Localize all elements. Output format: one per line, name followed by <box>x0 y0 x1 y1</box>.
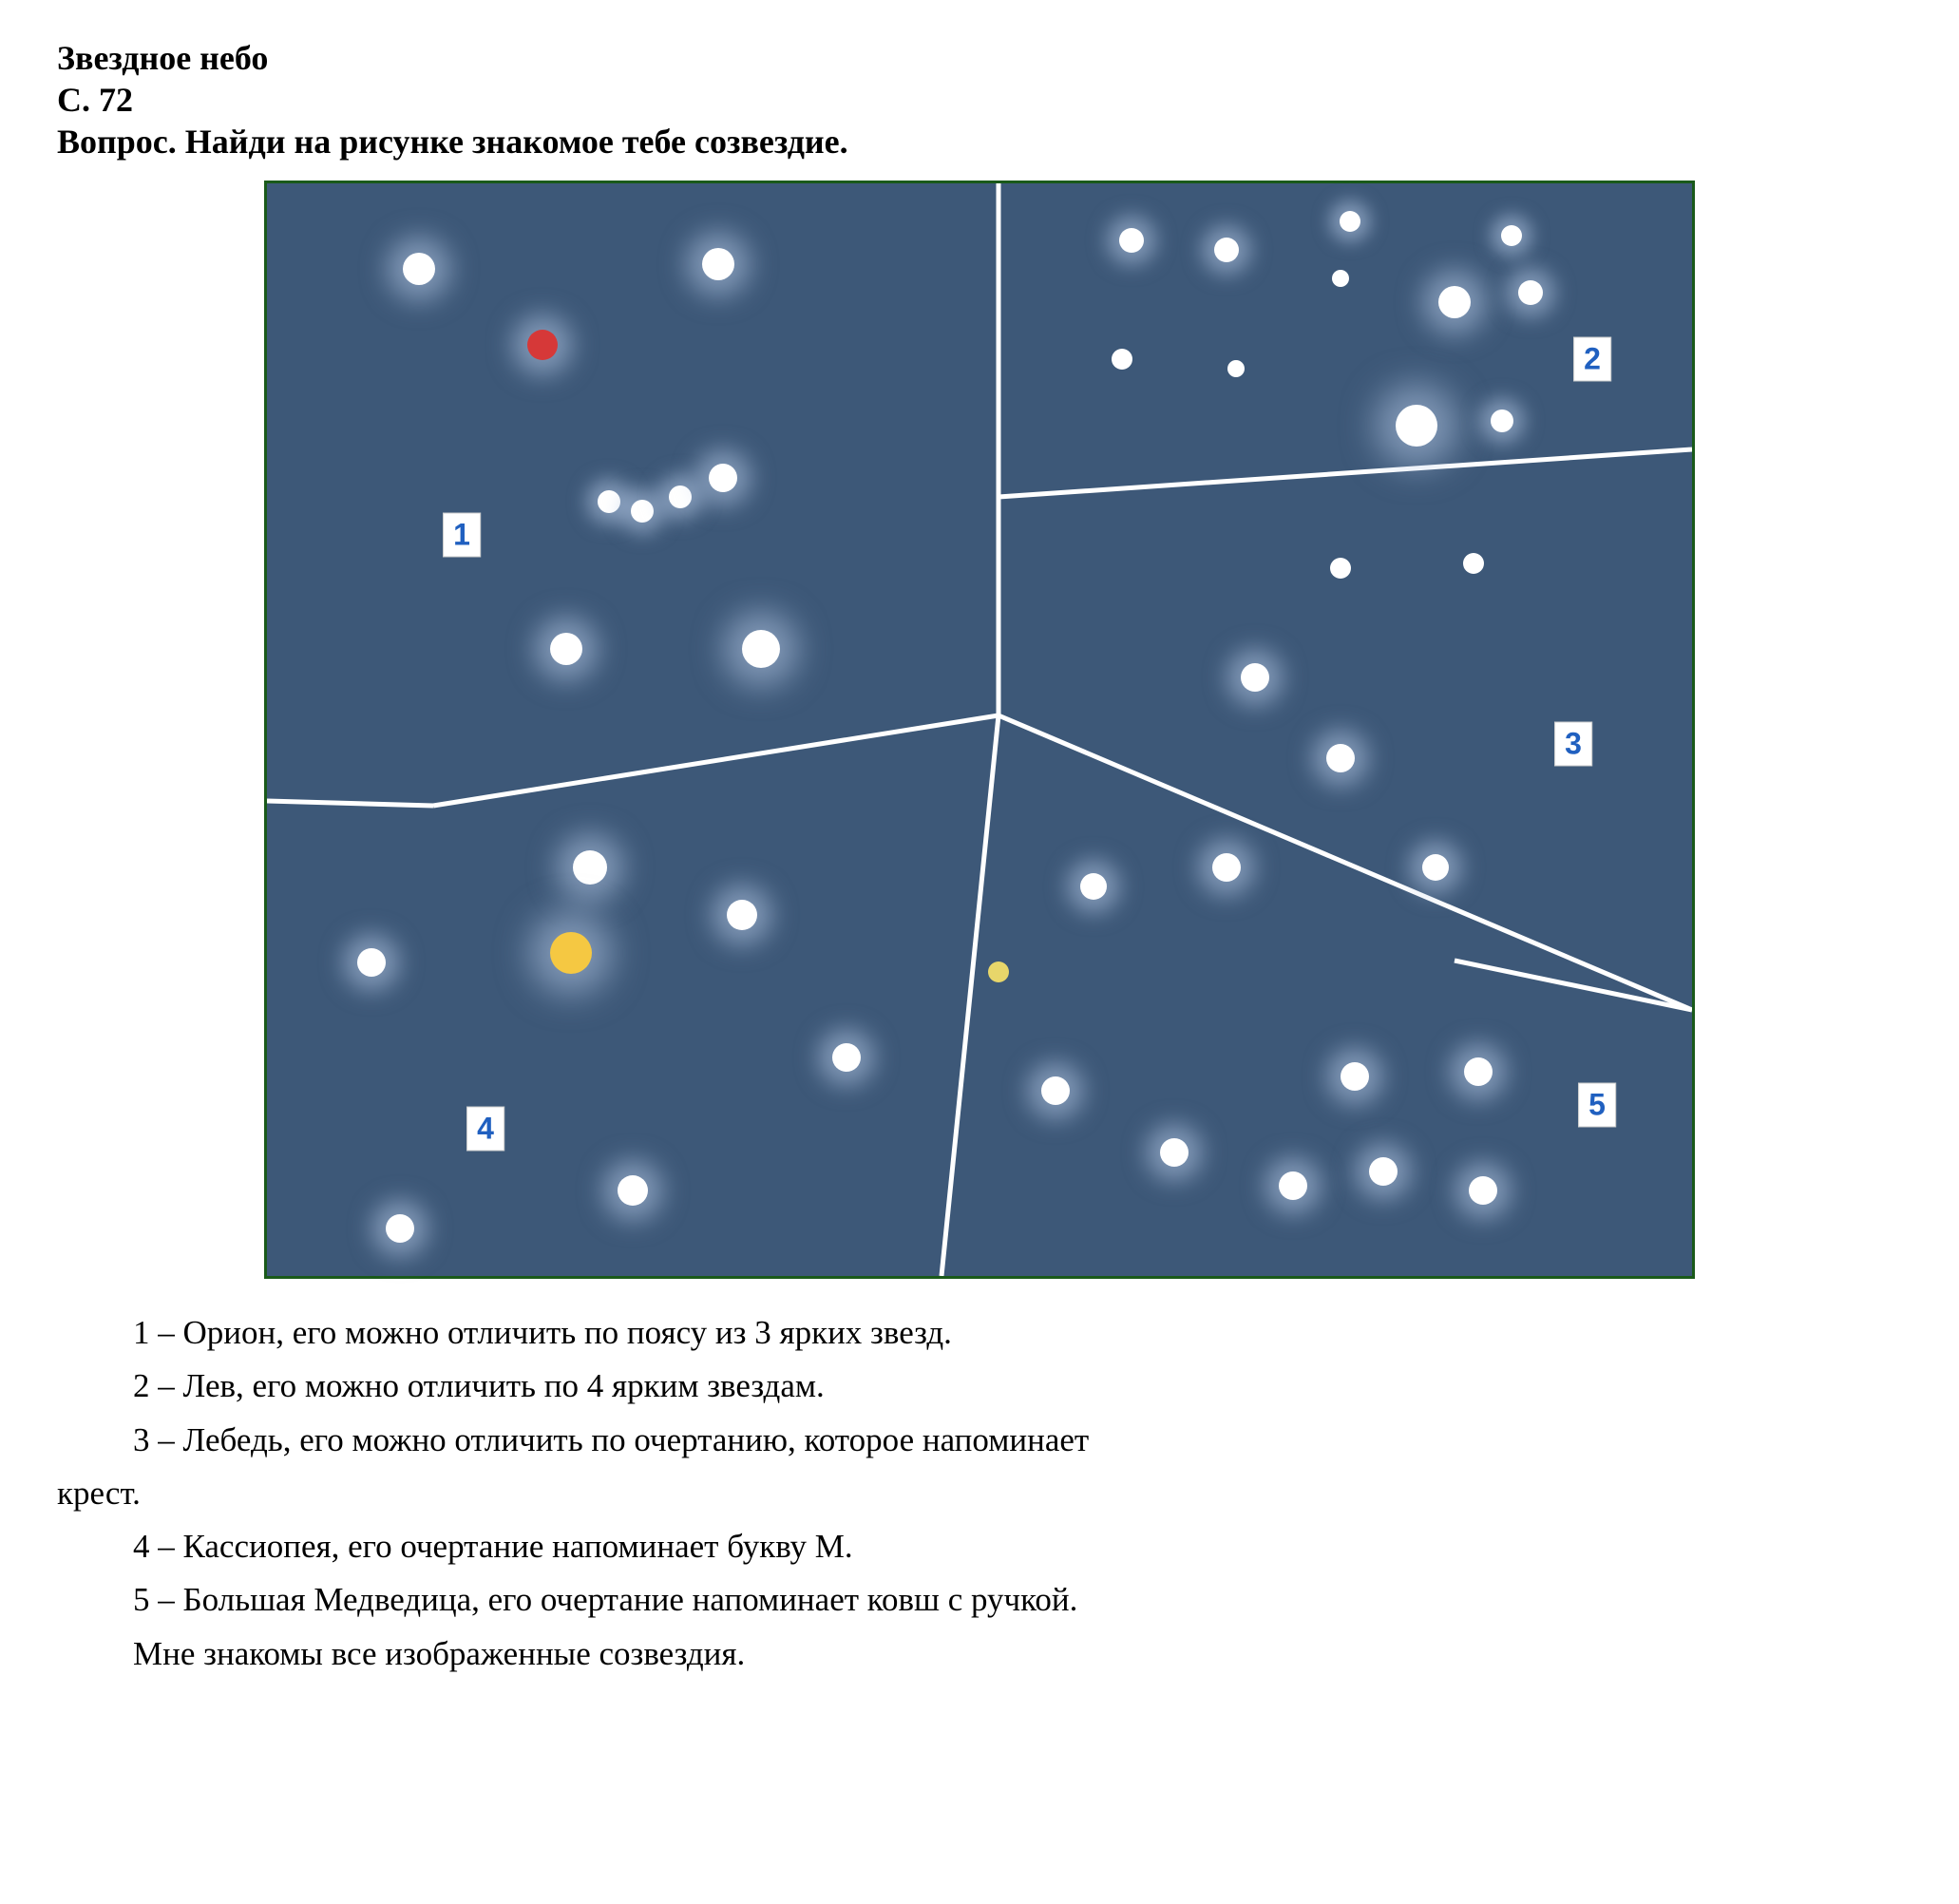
star <box>1491 409 1513 432</box>
star <box>1463 553 1484 574</box>
star <box>1340 211 1360 232</box>
page-title: Звездное небо <box>57 38 1902 78</box>
question-line: Вопрос. Найди на рисунке знакомое тебе с… <box>57 122 1902 162</box>
star <box>1080 873 1107 900</box>
region-label-3: 3 <box>1554 722 1592 767</box>
star <box>1112 349 1132 370</box>
star <box>1518 280 1543 305</box>
star <box>742 630 780 668</box>
star <box>386 1214 414 1243</box>
answers-block: 1 – Орион, его можно отличить по поясу и… <box>57 1307 1902 1680</box>
answer-4: 4 – Кассиопея, его очертание напоминает … <box>57 1521 1902 1572</box>
answer-1: 1 – Орион, его можно отличить по поясу и… <box>57 1307 1902 1359</box>
star <box>702 248 734 280</box>
region-label-2: 2 <box>1573 337 1611 382</box>
region-label-1: 1 <box>443 513 481 558</box>
star <box>1396 405 1437 447</box>
star <box>1214 238 1239 262</box>
star <box>1279 1171 1307 1200</box>
region-label-5: 5 <box>1578 1083 1616 1128</box>
star <box>727 900 757 930</box>
star <box>1041 1076 1070 1105</box>
star <box>1341 1062 1369 1091</box>
star <box>669 486 692 508</box>
star <box>1119 228 1144 253</box>
answer-3-line2: крест. <box>57 1468 1902 1519</box>
star <box>1422 854 1449 881</box>
star <box>598 490 620 513</box>
star <box>550 932 592 974</box>
star <box>527 330 558 360</box>
star <box>1227 360 1245 377</box>
star <box>1160 1138 1189 1167</box>
header: Звездное небо С. 72 Вопрос. Найди на рис… <box>57 38 1902 162</box>
star <box>1330 558 1351 579</box>
star <box>832 1043 861 1072</box>
star <box>988 962 1009 982</box>
star <box>1369 1157 1398 1186</box>
star <box>357 948 386 977</box>
star <box>403 253 435 285</box>
star <box>1469 1176 1497 1205</box>
answer-5: 5 – Большая Медведица, его очертание нап… <box>57 1574 1902 1626</box>
star <box>1438 286 1471 318</box>
star <box>1241 663 1269 692</box>
star <box>709 464 737 492</box>
final-note: Мне знакомы все изображенные созвездия. <box>57 1628 1902 1680</box>
star <box>1501 225 1522 246</box>
star <box>631 500 654 523</box>
question-text: Найди на рисунке знакомое тебе созвездие… <box>177 123 848 161</box>
star <box>550 633 582 665</box>
star <box>1464 1057 1493 1086</box>
question-label: Вопрос. <box>57 123 177 161</box>
page-subtitle: С. 72 <box>57 80 1902 120</box>
star <box>1326 744 1355 772</box>
region-label-4: 4 <box>466 1107 504 1152</box>
star <box>1212 853 1241 882</box>
answer-2: 2 – Лев, его можно отличить по 4 ярким з… <box>57 1361 1902 1412</box>
star <box>1332 270 1349 287</box>
constellation-diagram: 1 2 3 4 5 <box>264 181 1695 1279</box>
star <box>573 850 607 885</box>
answer-3-line1: 3 – Лебедь, его можно отличить по очерта… <box>57 1415 1902 1466</box>
star <box>618 1175 648 1206</box>
